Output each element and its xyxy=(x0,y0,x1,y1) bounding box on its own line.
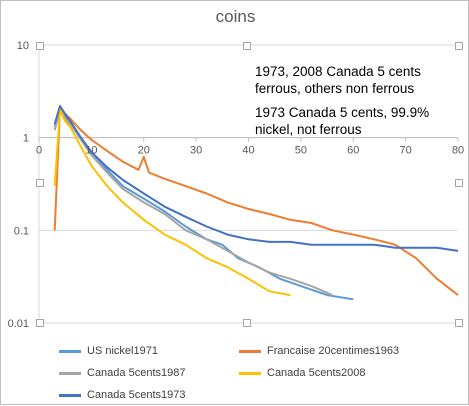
legend-entry-francaise: Francaise 20centimes1963 xyxy=(239,345,399,357)
legend-swatch xyxy=(59,349,81,353)
legend-swatch xyxy=(239,349,261,353)
resize-handle[interactable] xyxy=(243,42,251,50)
x-tick-label: 70 xyxy=(400,145,412,157)
legend-swatch xyxy=(239,371,261,375)
x-tick-label: 40 xyxy=(242,145,254,157)
resize-handle[interactable] xyxy=(455,42,463,50)
legend-label: Canada 5cents1973 xyxy=(87,389,186,401)
y-tick-label: 0.01 xyxy=(8,318,29,330)
x-tick-label: 60 xyxy=(347,145,359,157)
series-line xyxy=(53,104,459,252)
legend-swatch xyxy=(59,371,81,375)
legend-entry-canada-2008: Canada 5cents2008 xyxy=(239,367,365,379)
legend-label: Canada 5cents1987 xyxy=(87,367,186,379)
annotation-ferrous: 1973, 2008 Canada 5 cents ferrous, other… xyxy=(255,64,421,96)
x-tick-label: 20 xyxy=(138,145,150,157)
y-tick-label: 10 xyxy=(17,40,29,52)
resize-handle[interactable] xyxy=(36,179,44,187)
series-line xyxy=(53,106,459,296)
x-tick-label: 0 xyxy=(36,145,42,157)
chart-title: coins xyxy=(215,7,256,26)
x-tick-label: 10 xyxy=(85,145,97,157)
y-tick-label: 1 xyxy=(23,133,29,145)
legend-entry-canada-1973: Canada 5cents1973 xyxy=(59,389,185,401)
legend-entry-canada-1987: Canada 5cents1987 xyxy=(59,367,185,379)
y-tick-label: 0.1 xyxy=(14,225,29,237)
resize-handle[interactable] xyxy=(243,319,251,327)
resize-handle[interactable] xyxy=(455,319,463,327)
legend-entry-us-nickel: US nickel1971 xyxy=(59,345,158,357)
x-tick-label: 30 xyxy=(190,145,202,157)
legend-label: Canada 5cents2008 xyxy=(267,367,366,379)
legend-label: US nickel1971 xyxy=(87,345,158,357)
series-line xyxy=(53,108,291,297)
x-tick-label: 50 xyxy=(295,145,307,157)
series-line xyxy=(53,108,333,297)
tick-labels: 10 1 0.1 0.01 0 10 20 30 40 50 60 70 80 xyxy=(8,40,465,330)
annotation-nickel: 1973 Canada 5 cents, 99.9% nickel, not f… xyxy=(255,105,430,137)
resize-handle[interactable] xyxy=(455,179,463,187)
legend-label: Francaise 20centimes1963 xyxy=(267,345,400,357)
resize-handle[interactable] xyxy=(36,319,44,327)
x-tick-label: 80 xyxy=(452,145,464,157)
series-lines xyxy=(53,104,459,301)
legend-swatch xyxy=(59,393,81,397)
resize-handle[interactable] xyxy=(36,42,44,50)
